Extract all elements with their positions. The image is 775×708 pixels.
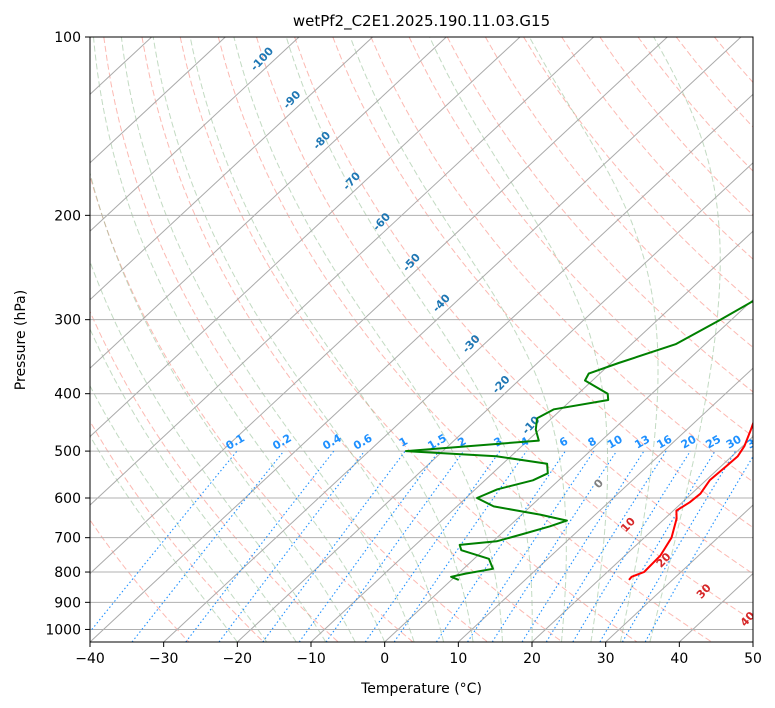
temperature-profile-line [628, 420, 753, 581]
chart-title: wetPf2_C2E1.2025.190.11.03.G15 [293, 12, 550, 31]
dry-adiabat [103, 37, 488, 642]
x-tick-label: 30 [597, 651, 615, 667]
mixing-ratio-line [131, 450, 285, 642]
moist-adiabat [429, 37, 609, 642]
isotherm-line [457, 367, 753, 642]
isotherm-line [90, 37, 668, 575]
x-tick-label: −40 [75, 651, 105, 667]
plot-area: 0.10.20.40.611.52346810131620253036-100-… [90, 37, 765, 642]
x-tick-label: 10 [449, 651, 467, 667]
y-tick-label: 400 [54, 387, 81, 403]
x-tick-label: 20 [523, 651, 541, 667]
moist-adiabats [90, 37, 721, 642]
isotherm-line [90, 37, 521, 438]
moist-adiabat [90, 327, 297, 642]
y-tick-label: 700 [54, 531, 81, 547]
x-tick-label: −20 [223, 651, 253, 667]
isotherms [90, 37, 753, 642]
plot-frame [89, 36, 754, 643]
x-axis-label: Temperature (°C) [360, 681, 482, 697]
mixing-ratio-line [435, 450, 566, 642]
mixing-ratio-line [298, 450, 440, 642]
x-tick-label: 40 [670, 651, 688, 667]
dry-adiabat [90, 519, 190, 642]
moist-adiabat [349, 37, 567, 642]
mixing-ratio-line [572, 450, 691, 642]
moist-adiabat [528, 37, 659, 642]
dry-adiabat [141, 37, 563, 642]
mixing-ratio-line [90, 450, 238, 633]
y-tick-label: 200 [54, 208, 81, 224]
isotherm-line [90, 37, 447, 369]
moist-adiabat [93, 37, 386, 642]
x-tick-label: −30 [149, 651, 179, 667]
dry-adiabat [332, 37, 753, 529]
sounding-series [404, 299, 753, 581]
moist-adiabat [90, 434, 238, 642]
moist-adiabat [90, 171, 356, 642]
y-axis: 100 200 300 400 500 600 700 800 900 1000 [45, 30, 90, 638]
moist-adiabat [90, 260, 327, 642]
dry-adiabat [370, 37, 753, 483]
x-tick-label: −10 [296, 651, 326, 667]
mixing-ratio-line [262, 450, 406, 642]
dry-adiabat [90, 310, 339, 642]
dry-adiabat [408, 37, 753, 438]
isotherm-line [90, 37, 300, 232]
dry-adiabat [90, 420, 264, 642]
x-axis: −40 −30 −20 −10 0 10 20 30 40 50 [75, 642, 762, 667]
mixing-ratio-line [491, 450, 618, 642]
mixing-ratio-line [325, 450, 465, 642]
mixing-ratio-lines [90, 450, 753, 642]
moist-adiabat [233, 37, 503, 642]
isotherm-line [90, 37, 373, 301]
isotherm-line [163, 93, 753, 642]
isotherm-line [605, 504, 753, 642]
mixing-ratio-line [467, 450, 595, 642]
isotherm-line [310, 230, 753, 642]
dry-adiabat [179, 37, 638, 642]
dry-adiabat [523, 37, 753, 304]
moist-adiabat [90, 384, 268, 642]
y-tick-label: 100 [54, 30, 81, 46]
y-tick-label: 900 [54, 595, 81, 611]
x-tick-label: 0 [380, 651, 389, 667]
y-tick-label: 600 [54, 491, 81, 507]
pressure-gridlines [90, 37, 753, 630]
y-tick-label: 800 [54, 565, 81, 581]
y-tick-label: 300 [54, 313, 81, 329]
mixing-ratio-line [521, 450, 645, 642]
mixing-ratio-line [393, 450, 528, 642]
dry-adiabat [256, 37, 753, 622]
mixing-ratio-line [364, 450, 501, 642]
y-tick-label: 1000 [45, 622, 81, 638]
isotherm-line [90, 37, 226, 164]
moist-adiabat [285, 37, 533, 642]
isotherm-line [90, 37, 742, 642]
dewpoint-profile-line [404, 299, 753, 581]
y-axis-label: Pressure (hPa) [13, 290, 29, 390]
mixing-ratio-line [218, 450, 366, 642]
isotherm-line [90, 37, 594, 506]
dry-adiabat [294, 37, 753, 575]
x-tick-label: 50 [744, 651, 762, 667]
mixing-ratio-label: 36 [745, 432, 765, 451]
y-tick-label: 500 [54, 444, 81, 460]
moist-adiabat [120, 37, 415, 642]
moist-adiabat [189, 37, 474, 642]
isotherm-line [531, 435, 753, 642]
moist-adiabat [152, 37, 445, 642]
isotherm-line [236, 162, 753, 642]
